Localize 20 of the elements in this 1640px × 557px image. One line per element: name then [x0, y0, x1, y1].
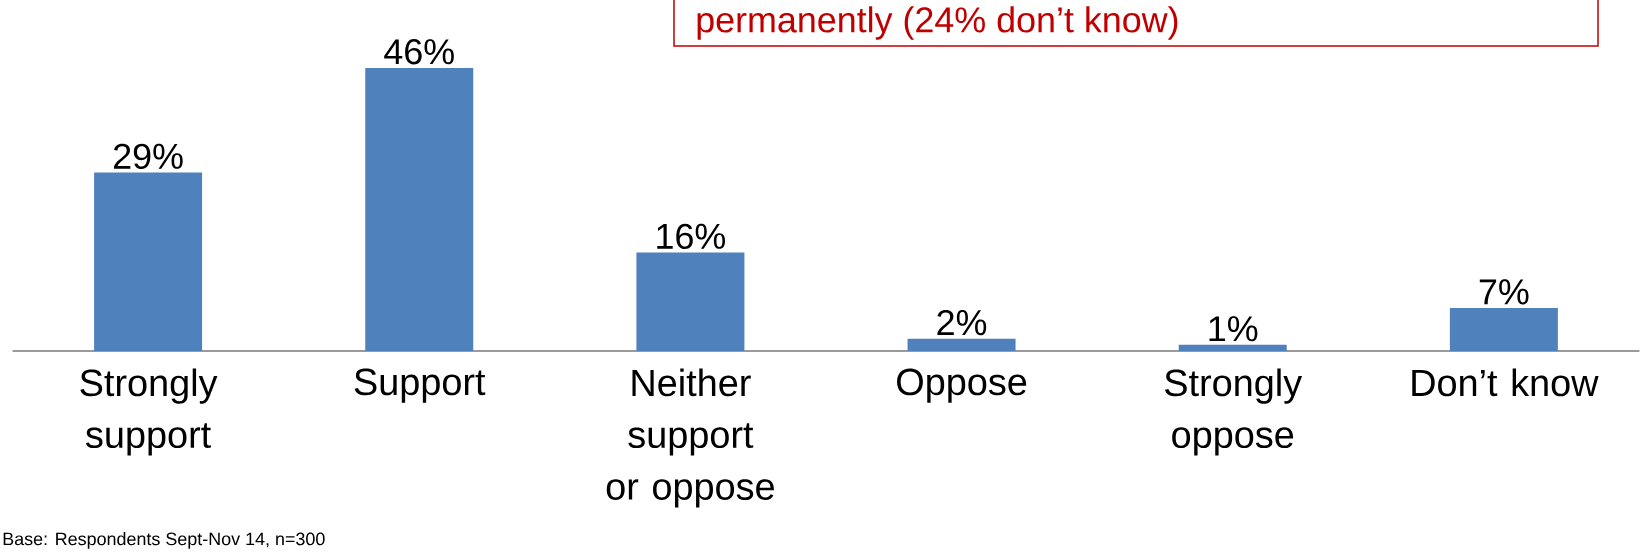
data-label: 46% — [384, 39, 454, 65]
data-label: 1% — [1209, 316, 1258, 342]
x-tick-label: Strongly support — [80, 368, 218, 456]
x-tick-label: Oppose — [897, 368, 1027, 403]
bar — [365, 67, 474, 351]
x-tick-label: Don’t know — [1412, 368, 1599, 397]
bar — [636, 252, 745, 351]
x-tick-label: Support — [354, 368, 486, 403]
bar — [1178, 344, 1287, 351]
data-label: 7% — [1479, 279, 1529, 305]
bar — [94, 172, 203, 351]
data-label: 2% — [937, 309, 987, 336]
bar — [1449, 307, 1558, 351]
data-label: 16% — [657, 223, 725, 249]
x-tick-label: Neither support or oppose — [606, 368, 774, 508]
bar — [907, 338, 1016, 351]
text: permanently (24% don’t know) — [697, 6, 1178, 40]
text: Base: Respondents Sept-Nov 14, n=300 — [3, 532, 325, 549]
data-label: 29% — [114, 143, 183, 170]
x-tick-label: Strongly oppose — [1164, 368, 1303, 456]
